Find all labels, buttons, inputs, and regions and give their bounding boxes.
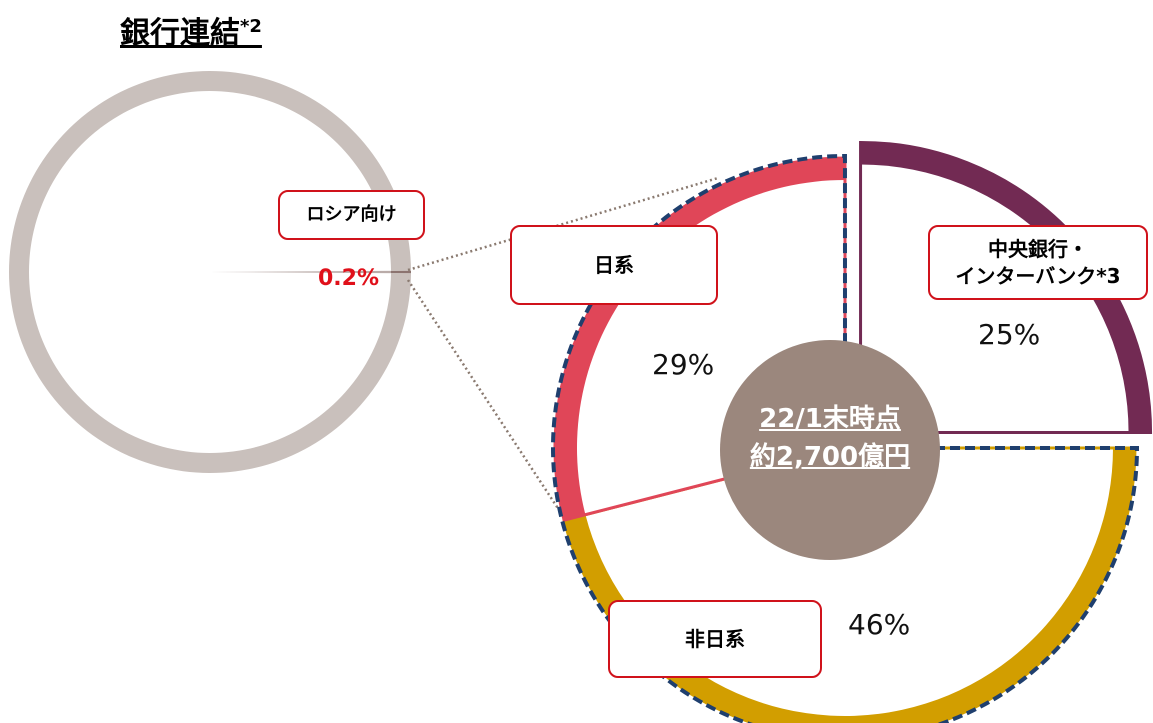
donut-slice <box>210 270 412 274</box>
category-label: 中央銀行・ インターバンク*3 <box>928 225 1148 300</box>
title-text: 銀行連結 <box>120 16 240 51</box>
connector <box>407 176 719 272</box>
title: 銀行連結*2 <box>120 8 262 52</box>
center-circle <box>720 340 940 560</box>
value-label: 29% <box>652 348 715 381</box>
value-label: 25% <box>978 318 1041 351</box>
center-label: 22/1末時点 <box>759 404 901 434</box>
slice-wedge <box>210 270 412 274</box>
category-label: 非日系 <box>608 600 822 678</box>
value-label: 46% <box>848 608 911 641</box>
category-label: 日系 <box>510 225 718 305</box>
category-label: ロシア向け <box>278 190 425 240</box>
center-label: 約2,700億円 <box>749 442 911 472</box>
value-label: 0.2% <box>318 266 380 291</box>
title-note: *2 <box>240 16 262 37</box>
